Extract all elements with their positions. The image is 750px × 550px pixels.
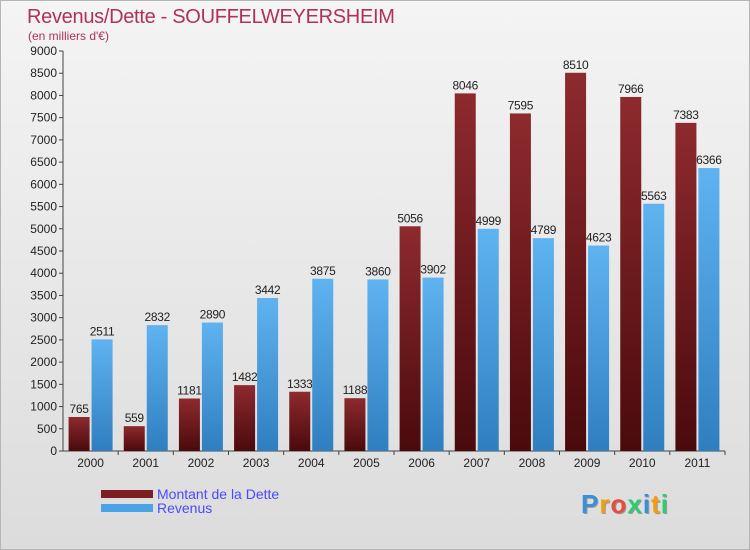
- bar-revenus: [91, 339, 113, 451]
- proxiti-logo: Proxiti: [581, 489, 669, 520]
- value-label-dette: 559: [125, 411, 145, 425]
- x-tick-label: 2005: [353, 456, 380, 470]
- value-label-dette: 7383: [673, 108, 699, 122]
- bar-dette: [620, 96, 642, 451]
- y-tick-label: 4000: [30, 266, 57, 280]
- bar-dette: [509, 113, 531, 451]
- legend-label-dette: Montant de la Dette: [157, 486, 280, 502]
- value-label-dette: 1181: [177, 384, 202, 398]
- bar-revenus: [312, 278, 334, 451]
- bar-dette: [68, 417, 90, 451]
- x-tick-label: 2011: [685, 456, 711, 470]
- y-tick-label: 8500: [30, 66, 57, 80]
- value-label-dette: 1482: [232, 370, 258, 384]
- x-tick-label: 2009: [574, 456, 601, 470]
- value-label-revenus: 5563: [641, 189, 667, 203]
- y-tick-label: 1500: [30, 377, 57, 391]
- value-label-revenus: 3875: [310, 264, 336, 278]
- y-tick-label: 9000: [30, 44, 57, 58]
- bar-dette: [123, 426, 145, 451]
- y-tick-label: 2500: [30, 333, 57, 347]
- y-tick-label: 4500: [30, 244, 57, 258]
- value-label-dette: 8510: [563, 58, 589, 72]
- y-tick-label: 3000: [30, 311, 57, 325]
- bar-revenus: [146, 325, 168, 451]
- value-label-dette: 1333: [287, 377, 313, 391]
- x-tick-label: 2007: [463, 456, 490, 470]
- value-label-dette: 765: [70, 402, 90, 416]
- y-tick-label: 5000: [30, 222, 57, 236]
- x-tick-label: 2008: [519, 456, 546, 470]
- bar-dette: [675, 122, 697, 451]
- value-label-revenus: 2511: [90, 324, 115, 338]
- value-label-revenus: 4623: [586, 231, 612, 245]
- x-tick-label: 2001: [132, 456, 159, 470]
- logo-letter: o: [610, 489, 628, 519]
- bar-revenus: [698, 168, 720, 452]
- value-label-revenus: 2832: [145, 310, 171, 324]
- logo-letter: i: [642, 489, 652, 519]
- bar-dette: [454, 93, 476, 452]
- x-tick-label: 2002: [188, 456, 215, 470]
- value-label-dette: 7966: [618, 82, 644, 96]
- value-label-revenus: 4789: [531, 223, 557, 237]
- bar-revenus: [588, 245, 610, 451]
- legend-swatch-revenus: [101, 504, 153, 512]
- bar-dette: [399, 226, 421, 451]
- bar-dette: [234, 385, 256, 451]
- y-tick-label: 6000: [30, 177, 57, 191]
- y-tick-label: 6500: [30, 155, 57, 169]
- x-tick-label: 2000: [77, 456, 104, 470]
- bar-revenus: [201, 322, 223, 451]
- y-tick-label: 7000: [30, 133, 57, 147]
- logo-letter: i: [660, 489, 669, 519]
- bar-revenus: [532, 238, 554, 451]
- chart-title: Revenus/Dette - SOUFFELWEYERSHEIM: [27, 6, 395, 28]
- value-label-revenus: 3442: [255, 283, 281, 297]
- bar-revenus: [643, 203, 665, 451]
- value-label-revenus: 3860: [365, 264, 391, 278]
- x-tick-label: 2010: [629, 456, 656, 470]
- value-label-revenus: 4999: [476, 214, 502, 228]
- value-label-revenus: 2890: [200, 308, 226, 322]
- value-label-dette: 8046: [453, 78, 479, 92]
- y-tick-label: 5500: [30, 200, 57, 214]
- bar-dette: [289, 391, 311, 451]
- logo-letter: t: [651, 489, 661, 519]
- logo-letter: r: [599, 489, 611, 519]
- logo-letter: x: [627, 489, 643, 519]
- x-tick-label: 2006: [408, 456, 435, 470]
- bar-revenus: [367, 279, 389, 451]
- legend-swatch-dette: [101, 490, 153, 498]
- chart-subtitle: (en milliers d'€): [28, 29, 109, 43]
- bar-revenus: [257, 298, 279, 451]
- y-tick-label: 7500: [30, 111, 57, 125]
- value-label-dette: 5056: [397, 211, 423, 225]
- y-tick-label: 2000: [30, 355, 57, 369]
- bar-dette: [178, 398, 200, 451]
- legend-label-revenus: Revenus: [157, 500, 213, 516]
- y-tick-label: 0: [50, 444, 57, 458]
- y-tick-label: 500: [37, 422, 57, 436]
- x-tick-label: 2003: [243, 456, 270, 470]
- value-label-dette: 1188: [343, 383, 368, 397]
- bar-dette: [344, 398, 366, 451]
- value-label-revenus: 3902: [420, 263, 446, 277]
- bar-revenus: [477, 228, 499, 451]
- value-label-revenus: 6366: [696, 153, 722, 167]
- y-tick-label: 8000: [30, 88, 57, 102]
- bar-revenus: [422, 277, 444, 451]
- x-tick-label: 2004: [298, 456, 325, 470]
- value-label-dette: 7595: [508, 98, 534, 112]
- y-tick-label: 1000: [30, 400, 57, 414]
- bar-dette: [565, 72, 587, 452]
- logo-letter: P: [581, 489, 600, 519]
- y-tick-label: 3500: [30, 288, 57, 302]
